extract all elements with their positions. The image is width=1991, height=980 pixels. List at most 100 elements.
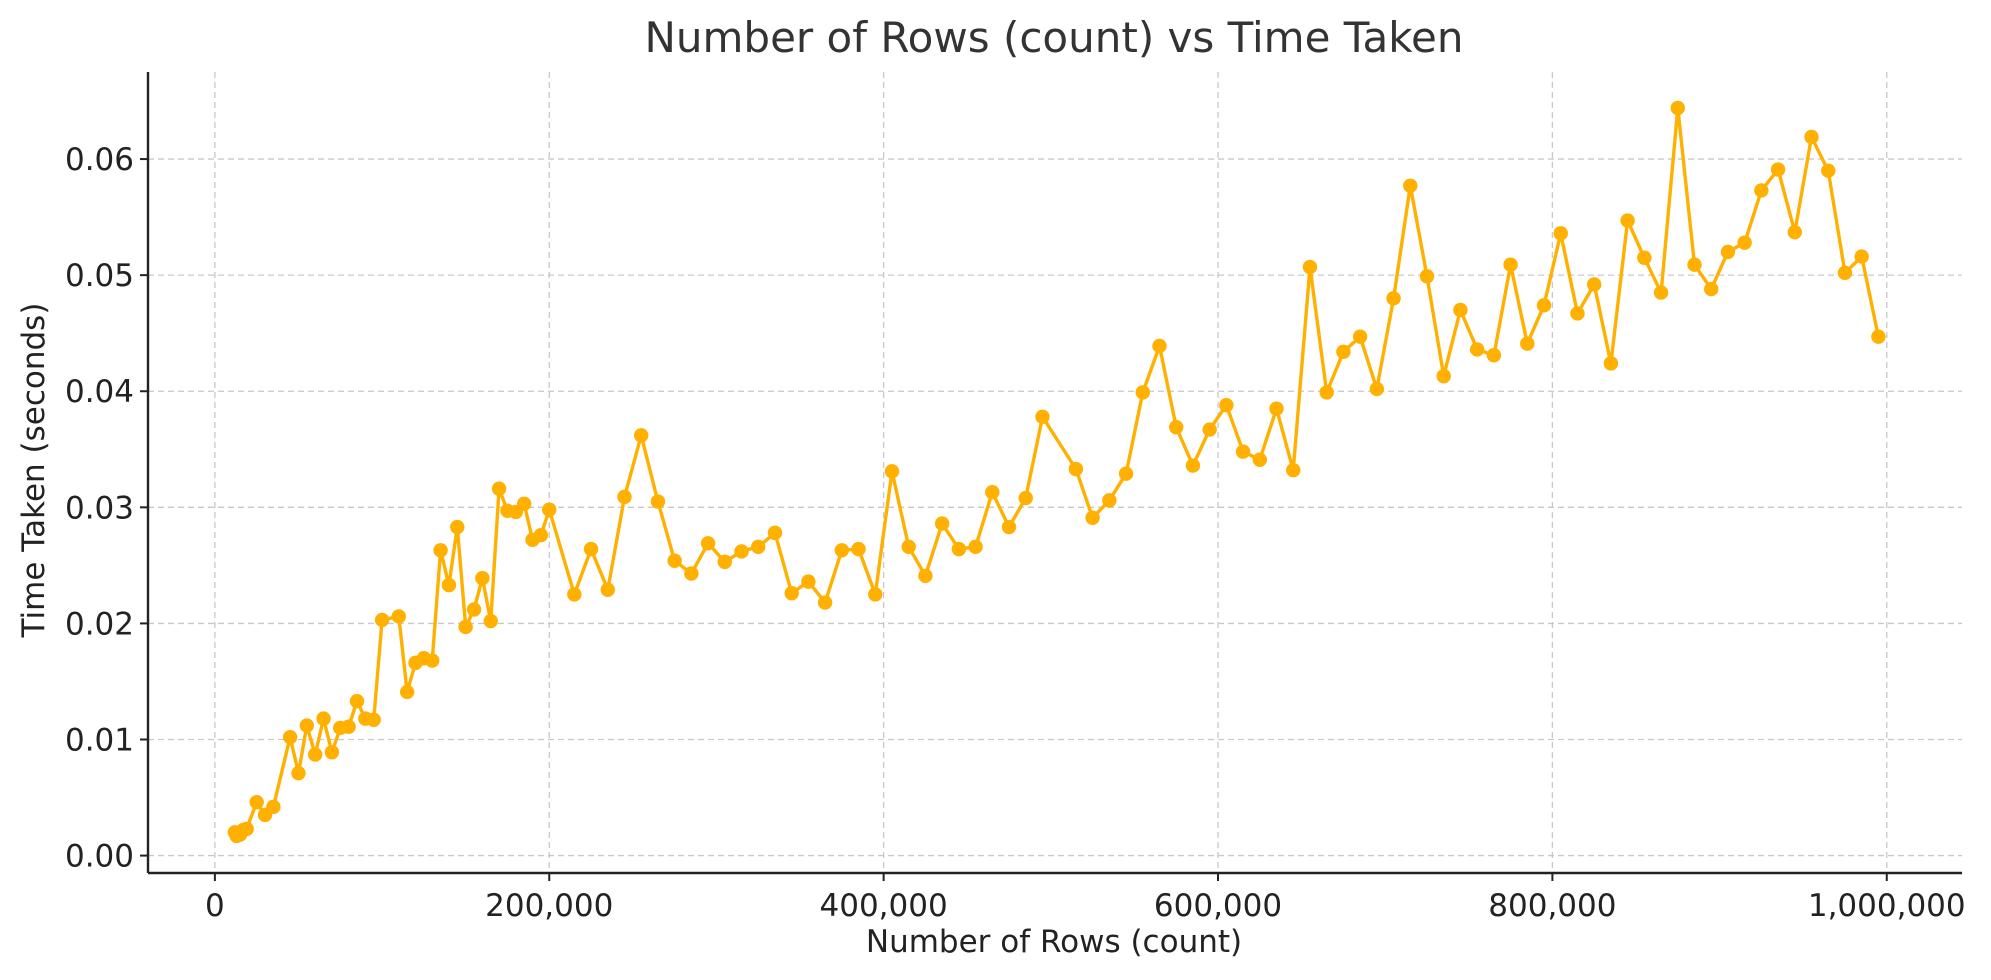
data-point — [1235, 444, 1251, 459]
data-point — [751, 539, 766, 554]
data-point — [1252, 452, 1268, 467]
data-point — [1854, 249, 1869, 264]
data-point — [1386, 291, 1401, 306]
data-point — [483, 613, 498, 629]
y-tick-label: 0.01 — [65, 723, 134, 759]
data-point — [1018, 490, 1033, 506]
data-point — [1670, 100, 1685, 116]
data-point — [491, 481, 507, 496]
data-point — [266, 799, 281, 815]
data-point — [1352, 329, 1368, 344]
data-point — [1202, 422, 1217, 437]
data-point — [767, 525, 783, 541]
data-point — [901, 539, 916, 554]
data-point — [450, 519, 465, 535]
data-point — [985, 485, 1000, 500]
data-point — [600, 582, 615, 597]
data-point — [374, 612, 390, 628]
data-point — [1152, 338, 1167, 354]
x-tick-label: 600,000 — [1154, 888, 1282, 924]
y-axis-label: Time Taken (seconds) — [16, 303, 52, 639]
data-point — [1169, 420, 1184, 435]
x-axis-label: Number of Rows (count) — [866, 924, 1242, 960]
y-tick-label: 0.04 — [65, 374, 134, 410]
data-point — [399, 684, 415, 700]
data-point — [1653, 285, 1669, 300]
data-point — [1486, 348, 1502, 363]
data-point — [650, 494, 666, 509]
data-point — [868, 587, 883, 602]
data-point — [1302, 259, 1318, 275]
data-point — [1102, 493, 1117, 508]
data-point — [851, 541, 866, 557]
data-point — [307, 747, 323, 762]
data-point — [239, 821, 254, 837]
data-point — [1286, 462, 1301, 478]
chart-title: Number of Rows (count) vs Time Taken — [644, 13, 1463, 62]
data-point — [458, 619, 473, 635]
data-point — [934, 516, 950, 531]
data-point — [1704, 281, 1719, 297]
data-point — [1603, 356, 1619, 371]
data-point — [1503, 257, 1518, 272]
data-point — [341, 719, 356, 734]
y-tick-label: 0.00 — [65, 839, 134, 875]
data-point — [717, 554, 733, 570]
data-point — [1068, 461, 1084, 477]
data-point — [1770, 162, 1786, 177]
data-point — [1837, 265, 1853, 281]
data-point — [1737, 235, 1752, 250]
data-point — [684, 566, 699, 581]
data-point — [1469, 342, 1485, 357]
y-tick-label: 0.03 — [65, 490, 134, 526]
data-point — [1085, 510, 1100, 525]
data-point — [1536, 298, 1552, 313]
data-point — [1720, 244, 1736, 260]
data-point — [391, 609, 406, 624]
data-point — [466, 602, 482, 617]
data-point — [316, 711, 331, 726]
data-point — [567, 587, 582, 602]
y-tick-label: 0.05 — [65, 258, 134, 294]
data-point — [1553, 226, 1568, 241]
data-point — [366, 712, 381, 727]
data-point — [1403, 178, 1418, 193]
data-point — [542, 502, 557, 517]
data-point — [617, 489, 632, 505]
data-point — [249, 794, 264, 810]
data-point — [1001, 519, 1017, 535]
data-point — [700, 536, 716, 551]
data-point — [1118, 466, 1134, 481]
data-point — [1754, 183, 1769, 198]
data-point — [817, 595, 833, 610]
x-tick-label: 1,000,000 — [1808, 888, 1966, 924]
data-point — [784, 586, 799, 601]
ticks-layer: 0 200,000 400,000 600,000 800,000 1,000,000 0.… — [65, 142, 1966, 924]
data-point — [1787, 225, 1803, 240]
data-point — [291, 765, 306, 781]
data-point — [1319, 385, 1334, 400]
data-point — [1586, 277, 1602, 292]
data-point — [734, 544, 749, 559]
data-point — [475, 570, 490, 586]
data-point — [968, 539, 983, 554]
data-point — [1871, 329, 1886, 344]
data-point — [1821, 163, 1836, 178]
data-point — [299, 718, 315, 733]
series-line — [233, 106, 1881, 838]
data-point — [1637, 250, 1652, 265]
data-point — [951, 541, 967, 557]
data-point — [1185, 458, 1201, 473]
data-point — [1520, 336, 1535, 351]
data-point — [1419, 269, 1435, 284]
data-point — [425, 653, 440, 668]
data-point — [1804, 129, 1819, 145]
data-point — [634, 428, 649, 443]
grid-layer — [148, 72, 1962, 873]
data-point — [918, 568, 933, 584]
x-tick-label: 800,000 — [1488, 888, 1616, 924]
x-tick-label: 0 — [205, 888, 225, 924]
data-point — [1336, 344, 1351, 359]
data-point — [324, 745, 340, 760]
